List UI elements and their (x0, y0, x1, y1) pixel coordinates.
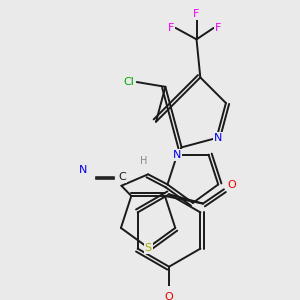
Text: Cl: Cl (124, 77, 135, 87)
Text: H: H (140, 156, 147, 166)
Text: F: F (193, 9, 200, 19)
Text: O: O (227, 181, 236, 190)
Text: N: N (214, 133, 223, 143)
Text: F: F (168, 23, 174, 33)
Text: F: F (215, 23, 222, 33)
Text: O: O (165, 292, 173, 300)
Text: N: N (173, 150, 182, 160)
Text: C: C (118, 172, 126, 182)
Text: S: S (145, 243, 152, 253)
Text: N: N (79, 165, 88, 175)
